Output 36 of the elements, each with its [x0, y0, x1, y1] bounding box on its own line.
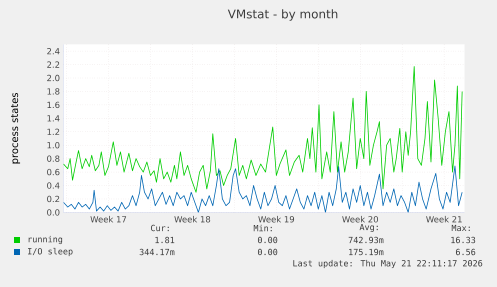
text: 175.19m — [349, 248, 384, 256]
y-tick-label: 0.0 — [47, 209, 60, 216]
text: Cur: — [150, 224, 169, 232]
x-tick-label: Week 18 — [174, 216, 210, 222]
y-tick-label: 2.4 — [47, 48, 60, 54]
text: 6.56 — [456, 248, 476, 256]
text: 0.00 — [258, 236, 278, 244]
y-tick-label: 0.2 — [47, 196, 60, 202]
y-tick-label: 1.8 — [47, 88, 60, 95]
text: 0.00 — [258, 248, 278, 256]
x-tick-label: Week 20 — [342, 216, 378, 222]
y-tick-label: 2.0 — [47, 74, 60, 82]
y-tick-label: 1.0 — [47, 142, 60, 148]
text: 1.81 — [155, 236, 174, 244]
legend-label: running — [28, 236, 62, 244]
y-tick-label: 0.4 — [47, 182, 60, 189]
x-tick-label: Week 21 — [426, 216, 462, 222]
legend-label: I/O sleep — [28, 248, 73, 256]
y-tick-label: 2.2 — [47, 61, 60, 68]
y-tick-label: 1.2 — [47, 128, 60, 135]
text: 742.93m — [348, 236, 384, 244]
chart-title: VMstat - by month — [228, 9, 338, 21]
line-series — [64, 66, 463, 193]
x-tick-label: Week 17 — [90, 216, 126, 222]
y-tick-label: 0.6 — [47, 168, 60, 176]
y-axis-title: process states — [11, 92, 20, 164]
y-tick-label: 1.6 — [47, 102, 60, 108]
y-tick-label: 1.4 — [47, 115, 60, 122]
text: Last update: Thu May 21 22:11:17 2026 — [293, 260, 482, 268]
y-tick-label: 0.8 — [47, 155, 60, 162]
text: 16.33 — [451, 236, 476, 244]
text: Max: — [452, 224, 470, 232]
x-tick-label: Week 19 — [258, 216, 294, 222]
text: 344.17m — [140, 248, 174, 256]
text: Avg: — [360, 224, 378, 232]
text: Min: — [254, 224, 272, 232]
